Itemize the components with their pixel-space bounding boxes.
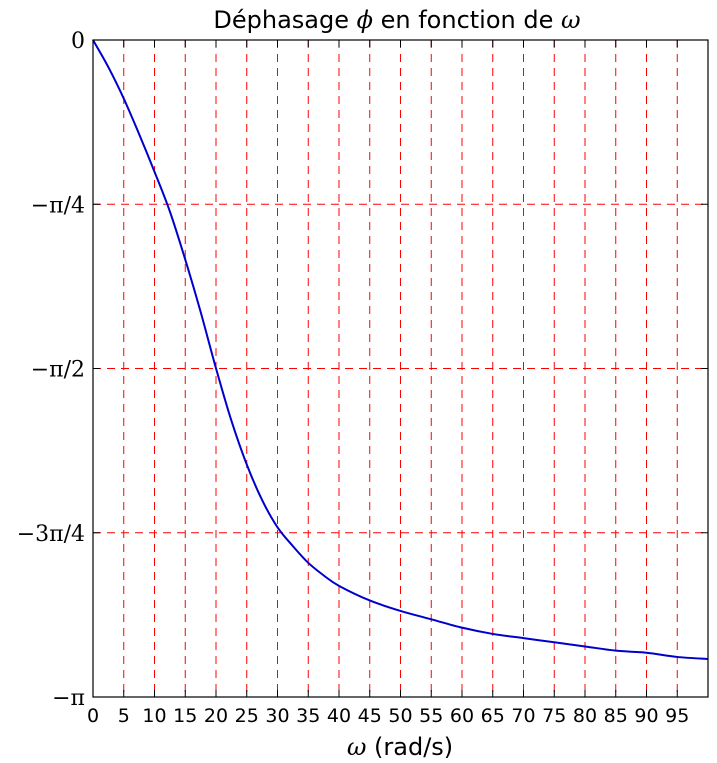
- title-phi: ϕ: [357, 6, 373, 34]
- x-tick-label: 95: [665, 705, 689, 727]
- title-omega: ω: [561, 6, 581, 34]
- x-tick-label: 60: [450, 705, 474, 727]
- grid-lines: [92, 40, 708, 697]
- x-tick-label: 5: [118, 705, 130, 727]
- y-tick-label: −π: [52, 686, 85, 711]
- x-tick-label: 20: [204, 705, 228, 727]
- chart-title: Déphasage ϕ en fonction de ω: [213, 6, 580, 34]
- y-tick-label: −3π/4: [17, 522, 85, 547]
- x-tick-labels: 0 5 10 15 20 25 30 35 40 45 50 55 60 65 70 75 80 85 90 95: [87, 705, 689, 727]
- x-tick-label: 55: [419, 705, 443, 727]
- title-middle: en fonction de: [373, 6, 561, 34]
- x-tick-label: 65: [481, 705, 505, 727]
- x-tick-label: 15: [173, 705, 197, 727]
- x-axis-label: ω (rad/s): [347, 733, 453, 761]
- x-tick-label: 85: [604, 705, 628, 727]
- x-tick-label: 50: [388, 705, 412, 727]
- y-tick-labels: 0 −π/4 −π/2 −3π/4 −π: [17, 29, 85, 711]
- x-tick-label: 35: [296, 705, 320, 727]
- series-layer: [92, 39, 709, 661]
- y-tick-label: 0: [71, 29, 85, 54]
- axis-ticks: [92, 39, 708, 698]
- x-tick-label: 80: [573, 705, 597, 727]
- x-tick-label: 70: [511, 705, 535, 727]
- x-tick-label: 45: [358, 705, 382, 727]
- x-tick-label: 25: [235, 705, 259, 727]
- xlabel-omega: ω: [347, 733, 367, 761]
- y-tick-label: −π/2: [31, 358, 85, 383]
- title-prefix: Déphasage: [213, 6, 356, 34]
- xlabel-unit: (rad/s): [366, 733, 453, 761]
- x-tick-label: 40: [327, 705, 351, 727]
- y-tick-label: −π/4: [31, 193, 85, 218]
- phase-line: [92, 39, 709, 661]
- x-tick-label: 0: [87, 705, 99, 727]
- x-tick-label: 30: [265, 705, 289, 727]
- x-tick-label: 90: [634, 705, 658, 727]
- x-tick-label: 10: [142, 705, 166, 727]
- x-tick-label: 75: [542, 705, 566, 727]
